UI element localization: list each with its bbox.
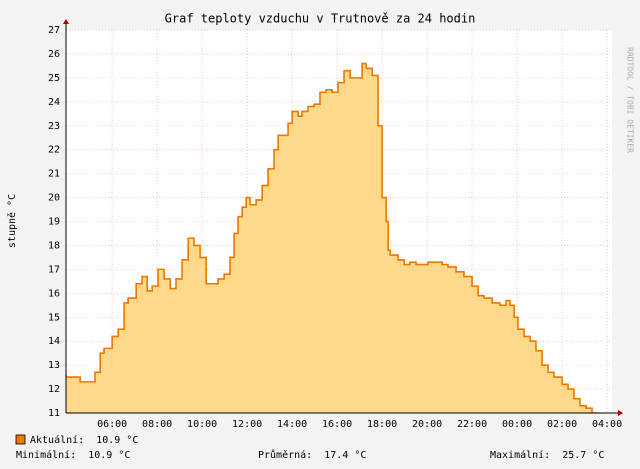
y-tick-label: 11	[48, 408, 60, 419]
legend-average: Průměrná: 17.4 °C	[258, 449, 366, 461]
legend-swatch	[15, 434, 26, 445]
x-tick-label: 12:00	[232, 419, 262, 430]
y-tick-label: 20	[48, 193, 60, 204]
x-tick-label: 10:00	[187, 419, 217, 430]
x-tick-label: 04:00	[592, 419, 622, 430]
y-tick-label: 24	[48, 97, 60, 108]
y-tick-label: 19	[48, 217, 60, 228]
line	[66, 62, 599, 413]
x-axis-arrow	[618, 410, 623, 416]
y-tick-label: 23	[48, 121, 60, 132]
y-tick-label: 14	[48, 336, 60, 347]
y-tick-label: 25	[48, 73, 60, 84]
chart-title: Graf teploty vzduchu v Trutnově za 24 ho…	[165, 12, 476, 26]
marks	[66, 62, 605, 413]
y-axis-label: stupně °C	[6, 194, 18, 248]
x-tick-label: 20:00	[412, 419, 442, 430]
y-tick-label: 12	[48, 384, 60, 395]
y-tick-label: 16	[48, 288, 60, 299]
y-tick-label: 22	[48, 145, 60, 156]
watermark: RRDTOOL / TOBI OETIKER	[626, 47, 635, 153]
x-tick-label: 06:00	[97, 419, 127, 430]
labels: 11 12 13 14 15 16 17 18 19 20 21 22 23 24 25 26 27 06:00 0…	[48, 25, 622, 430]
y-tick-label: 18	[48, 240, 60, 251]
legend-current: Aktuální: 10.9 °C	[30, 434, 138, 446]
y-tick-label: 26	[48, 49, 60, 60]
x-tick-label: 02:00	[547, 419, 577, 430]
y-tick-label: 17	[48, 264, 60, 275]
x-tick-label: 18:00	[367, 419, 397, 430]
y-tick-label: 13	[48, 360, 60, 371]
y-tick-label: 15	[48, 312, 60, 323]
legend-minimum: Minimální: 10.9 °C	[16, 449, 130, 461]
y-tick-label: 27	[48, 25, 60, 36]
y-tick-label: 21	[48, 169, 60, 180]
area	[66, 63, 605, 413]
x-tick-label: 00:00	[502, 419, 532, 430]
x-tick-label: 14:00	[277, 419, 307, 430]
x-tick-label: 16:00	[322, 419, 352, 430]
x-tick-label: 08:00	[142, 419, 172, 430]
x-tick-label: 22:00	[457, 419, 487, 430]
y-axis-arrow	[63, 19, 69, 24]
legend-maximum: Maximální: 25.7 °C	[490, 449, 604, 461]
